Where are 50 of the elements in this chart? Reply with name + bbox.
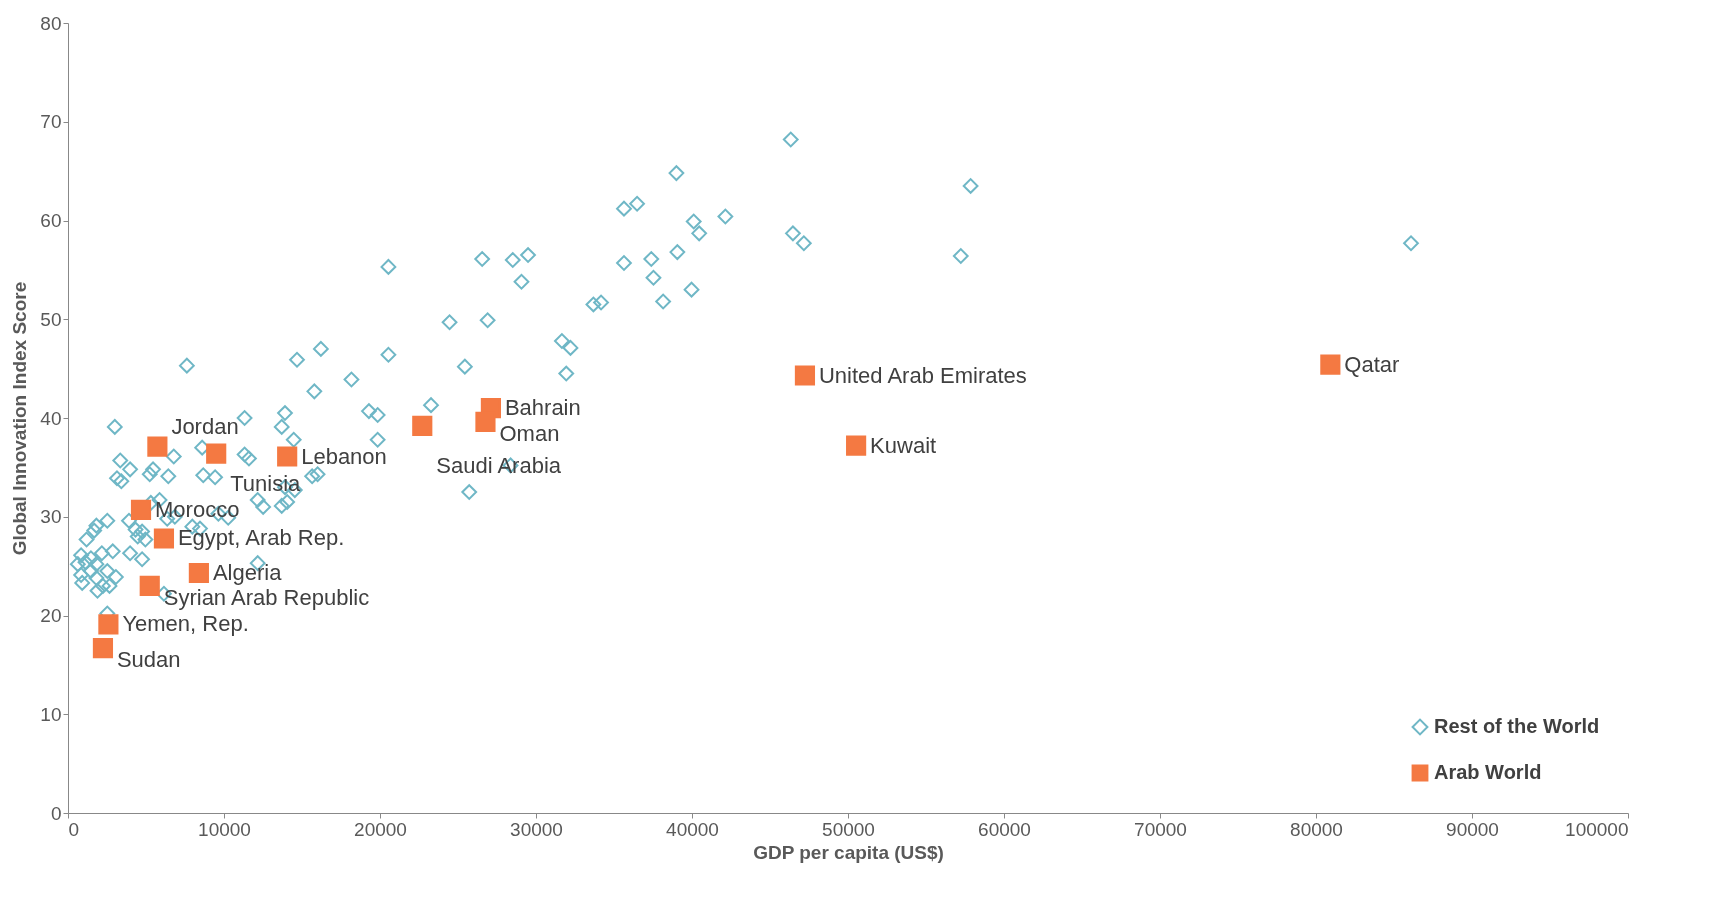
annotation: United Arab Emirates — [818, 362, 1027, 388]
point — [412, 415, 433, 436]
x-axis-title: GDP per capita (US$) — [753, 841, 944, 863]
point — [153, 528, 175, 549]
x-tick-label: 20000 — [354, 818, 407, 840]
annotation: Syrian Arab Republic — [163, 584, 370, 610]
annotation: Algeria — [212, 560, 283, 586]
point — [794, 365, 816, 386]
x-tick-label: 60000 — [978, 818, 1031, 840]
y-tick-label: 40 — [40, 407, 62, 429]
point — [277, 446, 298, 467]
annotation: Jordan — [171, 413, 239, 439]
annotation: Bahrain — [504, 395, 581, 421]
x-tick-label: 40000 — [666, 818, 719, 840]
annotation: Egypt, Arab Rep. — [177, 525, 345, 551]
point — [206, 443, 227, 464]
y-tick-label: 50 — [40, 308, 62, 330]
annotation: Yemen, Rep. — [122, 611, 249, 637]
x-tick-label: 30000 — [510, 818, 563, 840]
x-tick-label: 0 — [68, 818, 80, 840]
y-tick-label: 0 — [50, 802, 62, 824]
point — [1320, 354, 1341, 375]
annotation: Qatar — [1344, 351, 1400, 377]
x-tick-label: 80000 — [1290, 818, 1343, 840]
y-tick-label: 10 — [40, 703, 62, 725]
annotation: Kuwait — [870, 432, 937, 458]
legend-label: Rest of the World — [1434, 715, 1600, 737]
y-axis-title: Global Innovation Index Score — [9, 281, 31, 556]
x-tick-label: 70000 — [1134, 818, 1187, 840]
y-tick-label: 80 — [40, 12, 62, 34]
point — [475, 411, 496, 433]
point — [130, 499, 152, 520]
y-tick-label: 70 — [40, 111, 62, 133]
point — [92, 638, 114, 659]
x-tick-label: 90000 — [1446, 818, 1499, 840]
x-tick-label: 50000 — [822, 818, 875, 840]
annotation: Lebanon — [301, 443, 387, 469]
annotation: Sudan — [116, 647, 181, 673]
x-tick-label: 10000 — [198, 818, 251, 840]
y-tick-label: 60 — [40, 210, 62, 231]
y-tick-label: 30 — [40, 506, 62, 528]
point — [846, 435, 867, 456]
y-tick-label: 20 — [40, 605, 62, 626]
x-tick-label: 100000 — [1565, 818, 1629, 840]
point — [98, 614, 119, 635]
point — [139, 575, 160, 596]
point — [188, 562, 209, 584]
legend-label: Arab World — [1434, 761, 1542, 783]
annotation: Oman — [499, 420, 560, 446]
point — [147, 436, 168, 457]
